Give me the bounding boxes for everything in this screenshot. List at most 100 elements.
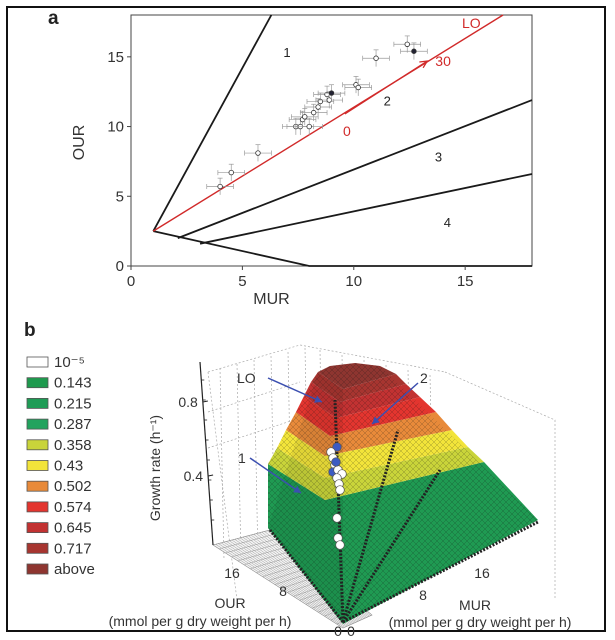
mesh-line — [554, 340, 615, 640]
mesh-line — [343, 363, 538, 624]
white-marker — [335, 540, 345, 550]
mesh-line — [331, 363, 538, 624]
data-point — [400, 42, 428, 60]
data-point — [344, 78, 372, 96]
mesh-line — [349, 363, 538, 624]
surface-band-1 — [268, 447, 484, 500]
mesh-line — [337, 363, 538, 624]
time-arrow: 0 30 — [343, 53, 451, 139]
mesh-line — [268, 363, 435, 624]
floor-mesh-line — [212, 529, 271, 546]
mesh-line — [529, 363, 538, 624]
our-axis-title: OUR — [214, 595, 245, 611]
3d-axes: 0.4 0.8 Growth rate (h⁻¹) 16 8 0 OUR (mmol per … — [109, 361, 572, 639]
mesh-line — [313, 363, 538, 624]
panel-b-label: b — [24, 320, 36, 341]
y-tick-label: 0 — [116, 258, 124, 275]
legend-label: 10⁻⁵ — [54, 354, 85, 371]
mur-axis-units: (mmol per g dry weight per h) — [389, 614, 572, 630]
legend-item: 0.358 — [26, 437, 92, 454]
legend-item: 0.143 — [26, 375, 92, 392]
open-marker — [217, 183, 223, 190]
line-of-optimality — [152, 14, 504, 232]
our-tick-label: 0 — [334, 623, 342, 639]
annotation-2: 2 — [371, 370, 428, 425]
region-label-1: 1 — [283, 45, 290, 60]
data-point — [206, 177, 234, 195]
mesh-line — [301, 363, 538, 624]
mesh-line — [499, 363, 538, 624]
surface-band-2 — [277, 430, 468, 478]
growth-data-points — [326, 442, 347, 550]
mesh-line — [268, 363, 363, 624]
mesh-line — [268, 363, 435, 624]
mesh-line — [307, 363, 538, 624]
z-tick-label: 0.4 — [184, 468, 204, 484]
legend-item: 0.287 — [26, 416, 92, 433]
data-point — [299, 103, 328, 121]
our-axis-units: (mmol per g dry weight per h) — [109, 613, 292, 629]
region-label-4: 4 — [444, 215, 451, 230]
floor-mesh-line — [342, 614, 373, 629]
legend-label: 0.43 — [54, 458, 83, 475]
mesh-line — [337, 363, 538, 624]
mesh-line — [313, 363, 538, 624]
annotation-1: 1 — [238, 450, 302, 494]
mesh-line — [523, 363, 538, 624]
phase-boundary-lines — [152, 14, 533, 267]
arrow-end-label: 30 — [435, 53, 451, 69]
boundary-2-3 — [177, 99, 533, 239]
data-point — [295, 117, 323, 135]
phase-lines-3d — [268, 399, 539, 624]
surface-band-6 — [311, 372, 406, 402]
legend-label: 0.645 — [54, 520, 92, 537]
legend-swatch — [26, 542, 49, 554]
mesh-line — [268, 363, 405, 624]
region-label-3: 3 — [435, 149, 442, 164]
legend-label: 0.143 — [54, 375, 92, 392]
data-point — [393, 35, 421, 53]
mesh-line — [548, 340, 615, 640]
mesh-line — [499, 363, 538, 624]
legend-label: 0.574 — [54, 499, 92, 516]
legend-item: 0.645 — [26, 520, 92, 537]
legend-swatch — [26, 501, 49, 513]
lo-line — [152, 14, 504, 232]
legend-item: 0.574 — [26, 499, 92, 516]
data-point — [244, 144, 272, 162]
z-tick-label: 0.8 — [178, 394, 198, 410]
filled-marker — [411, 48, 417, 54]
grid-line — [236, 363, 242, 561]
mesh-line — [295, 363, 538, 624]
open-marker — [302, 114, 308, 120]
mur-tick-label: 0 — [347, 623, 355, 639]
mesh-line — [319, 363, 538, 624]
mesh-line — [319, 363, 538, 624]
surface-band-5 — [304, 382, 420, 418]
y-axis-ticks: 0 5 10 15 — [107, 49, 131, 275]
floor-mesh-line — [212, 544, 344, 629]
our-tick-label: 8 — [279, 583, 287, 599]
data-point — [317, 84, 346, 102]
x-axis-ticks: 0 5 10 15 — [127, 266, 474, 290]
surface-band-4 — [296, 396, 436, 436]
data-points — [206, 35, 428, 195]
legend-label: 0.215 — [54, 395, 92, 412]
mesh-line — [505, 363, 538, 624]
mesh-line — [268, 363, 393, 624]
mesh-line — [505, 363, 538, 624]
floor-mesh-line — [223, 541, 349, 626]
legend-swatch — [26, 377, 49, 389]
legend-item: 0.43 — [26, 458, 83, 475]
legend-swatch — [26, 397, 49, 409]
color-legend: 10⁻⁵ 0.143 0.215 0.287 0.358 0.43 0.502 0.574 0.… — [26, 354, 95, 578]
x-axis-title: MUR — [253, 291, 289, 308]
mesh-line — [268, 363, 429, 624]
arrow-start-label: 0 — [343, 123, 351, 139]
mesh-line — [493, 363, 538, 624]
mesh-line — [542, 340, 615, 640]
mesh-line — [529, 363, 538, 624]
x-tick-label: 0 — [127, 273, 135, 290]
annotation-arrowhead — [314, 395, 322, 403]
x-tick-label: 5 — [238, 273, 246, 290]
